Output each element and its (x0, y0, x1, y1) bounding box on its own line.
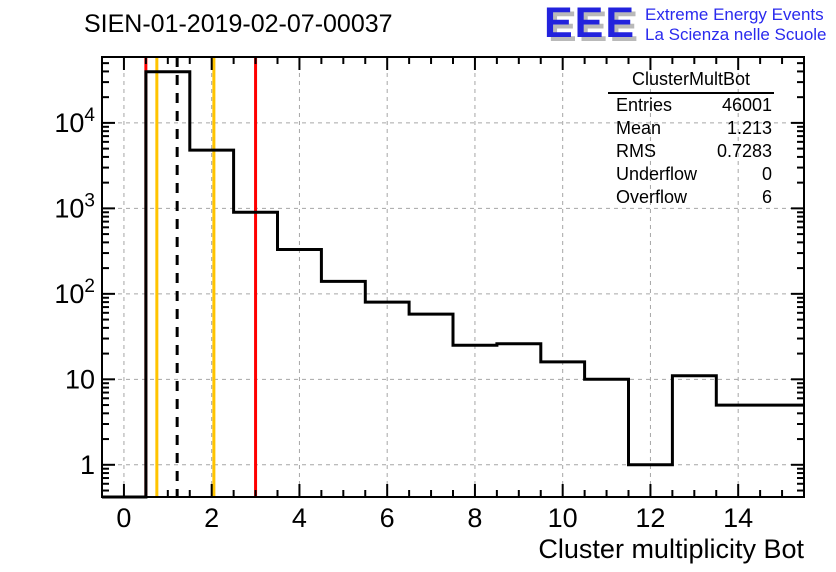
stat-label: Entries (616, 95, 673, 115)
y-tick-label: 10 (65, 364, 95, 394)
x-tick-label: 4 (292, 503, 307, 533)
eee-logo: EEE Extreme Energy Events La Scienza nel… (544, 2, 827, 45)
x-tick-label: 6 (380, 503, 395, 533)
stat-value: 0.7283 (716, 141, 772, 161)
y-tick-label: 103 (54, 190, 95, 223)
stat-row-underflow: Underflow 0 (608, 163, 774, 186)
stat-value: 46001 (721, 95, 772, 115)
y-tick-label: 1 (80, 450, 95, 480)
x-tick-label: 14 (723, 503, 753, 533)
x-axis-title: Cluster multiplicity Bot (538, 534, 804, 564)
eee-logo-line2: La Scienza nelle Scuole (645, 25, 827, 44)
x-tick-label: 10 (548, 503, 578, 533)
stat-label: Mean (616, 118, 662, 138)
stat-value: 0 (761, 164, 772, 184)
stat-value: 6 (761, 187, 772, 207)
plot-title: SIEN-01-2019-02-07-00037 (84, 10, 393, 38)
stats-box-title: ClusterMultBot (608, 70, 774, 94)
eee-logo-line1: Extreme Energy Events (645, 5, 824, 24)
x-tick-label: 0 (116, 503, 131, 533)
stat-label: Underflow (616, 164, 698, 184)
eee-logo-text: Extreme Energy Events La Scienza nelle S… (645, 2, 826, 45)
stat-value: 1.213 (726, 118, 772, 138)
stat-label: Overflow (616, 187, 688, 207)
stat-row-entries: Entries 46001 (608, 94, 774, 117)
eee-logo-acronym: EEE (544, 0, 637, 47)
x-tick-label: 2 (204, 503, 219, 533)
x-tick-label: 12 (635, 503, 665, 533)
stats-box: ClusterMultBot Entries 46001 Mean 1.213 … (608, 70, 774, 209)
stat-row-mean: Mean 1.213 (608, 117, 774, 140)
stat-label: RMS (616, 141, 656, 161)
y-tick-label: 102 (54, 276, 95, 309)
stat-row-overflow: Overflow 6 (608, 186, 774, 209)
x-tick-label: 8 (467, 503, 482, 533)
histogram-line (102, 70, 804, 499)
y-tick-label: 104 (54, 105, 95, 138)
stat-row-rms: RMS 0.7283 (608, 140, 774, 163)
